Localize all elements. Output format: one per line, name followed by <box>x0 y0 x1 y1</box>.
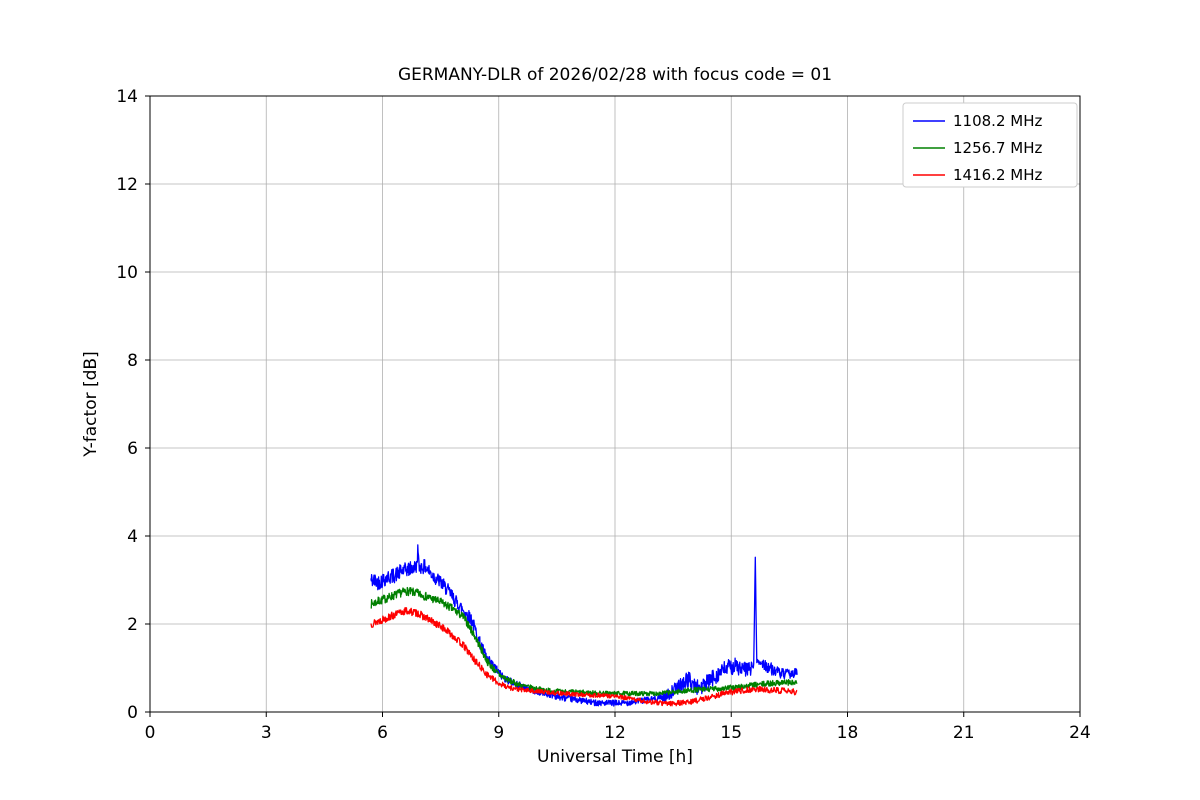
x-tick-label: 6 <box>377 723 388 743</box>
y-tick-label: 6 <box>127 439 138 459</box>
series-line-1 <box>370 586 798 697</box>
series-group <box>370 544 798 707</box>
y-tick-label: 2 <box>127 615 138 635</box>
x-tick-label: 21 <box>953 723 975 743</box>
x-tick-label: 18 <box>837 723 859 743</box>
grid-lines <box>149 95 1081 713</box>
x-tick-label: 0 <box>145 723 156 743</box>
legend-box <box>902 102 1078 188</box>
legend-entry-label: 1416.2 MHz <box>953 166 1042 184</box>
x-axis-label: Universal Time [h] <box>537 747 693 767</box>
y-tick-label: 0 <box>127 703 138 723</box>
legend-entry-label: 1256.7 MHz <box>953 139 1042 157</box>
series-line-0 <box>370 544 798 707</box>
legend-entry-label: 1108.2 MHz <box>953 112 1042 130</box>
y-tick-label: 8 <box>127 351 138 371</box>
y-tick-label: 12 <box>116 175 138 195</box>
x-tick-label: 12 <box>604 723 626 743</box>
x-tick-label: 3 <box>261 723 272 743</box>
series-line-2 <box>370 607 798 707</box>
y-tick-label: 10 <box>116 263 138 283</box>
x-tick-label: 15 <box>720 723 742 743</box>
x-tick-label: 9 <box>493 723 504 743</box>
legend: 1108.2 MHz 1256.7 MHz 1416.2 MHz <box>902 102 1078 188</box>
y-tick-label: 14 <box>116 87 138 107</box>
chart-title: GERMANY-DLR of 2026/02/28 with focus cod… <box>398 65 832 85</box>
y-axis-label: Y-factor [dB] <box>81 351 101 457</box>
y-tick-label: 4 <box>127 527 138 547</box>
x-tick-label: 24 <box>1069 723 1091 743</box>
